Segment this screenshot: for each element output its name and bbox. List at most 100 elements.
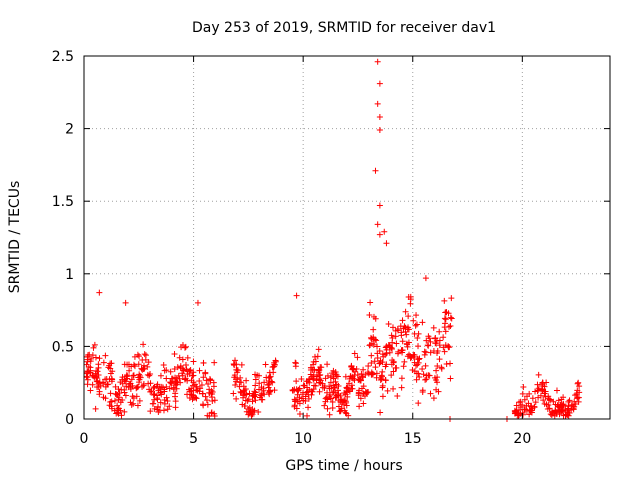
data-point xyxy=(376,127,383,134)
data-point xyxy=(166,403,173,410)
data-point xyxy=(154,403,161,410)
data-point xyxy=(309,375,316,382)
data-point xyxy=(447,314,454,321)
data-point xyxy=(296,385,303,392)
data-point xyxy=(310,371,317,378)
data-point xyxy=(395,348,402,355)
data-point xyxy=(413,376,420,383)
data-point xyxy=(153,383,160,390)
data-point xyxy=(326,385,333,392)
data-point xyxy=(402,328,409,335)
data-point xyxy=(293,378,300,385)
data-point xyxy=(552,401,559,408)
data-point xyxy=(134,384,141,391)
data-point xyxy=(205,381,212,388)
data-point xyxy=(393,364,400,371)
data-point xyxy=(441,297,448,304)
data-point xyxy=(343,402,350,409)
data-point xyxy=(389,357,396,364)
data-point xyxy=(251,407,258,414)
data-point xyxy=(270,369,277,376)
data-point xyxy=(371,358,378,365)
data-point xyxy=(524,393,531,400)
data-point xyxy=(118,412,125,419)
data-point xyxy=(175,372,182,379)
data-point xyxy=(190,358,197,365)
data-point xyxy=(134,402,141,409)
data-point xyxy=(200,360,207,367)
data-point xyxy=(300,389,307,396)
data-point xyxy=(367,299,374,306)
data-point xyxy=(321,402,328,409)
data-point xyxy=(332,389,339,396)
data-point xyxy=(548,412,555,419)
data-point xyxy=(337,408,344,415)
data-point xyxy=(123,373,130,380)
data-point xyxy=(324,405,331,412)
data-point xyxy=(179,370,186,377)
plot-frame xyxy=(83,55,611,420)
data-point xyxy=(147,408,154,415)
data-point xyxy=(140,341,147,348)
data-point xyxy=(85,363,92,370)
data-point xyxy=(446,344,453,351)
data-point xyxy=(434,374,441,381)
y-tick-label: 2 xyxy=(65,122,74,138)
data-point xyxy=(337,392,344,399)
data-point xyxy=(392,333,399,340)
data-point xyxy=(108,375,115,382)
data-point xyxy=(301,382,308,389)
x-tick-label: 0 xyxy=(80,431,89,447)
data-point xyxy=(128,376,135,383)
data-point xyxy=(422,349,429,356)
data-point xyxy=(266,391,273,398)
data-point xyxy=(399,317,406,324)
data-point xyxy=(333,381,340,388)
y-tick-labels: 0 0.5 1 1.5 2 2.5 xyxy=(52,49,74,428)
data-point xyxy=(425,333,432,340)
data-point xyxy=(199,390,206,397)
data-point xyxy=(146,386,153,393)
data-point xyxy=(390,368,397,375)
data-point xyxy=(305,404,312,411)
data-point xyxy=(112,383,119,390)
data-point xyxy=(115,405,122,412)
data-point xyxy=(97,382,104,389)
data-point xyxy=(433,386,440,393)
chart-title: Day 253 of 2019, SRMTID for receiver dav… xyxy=(192,20,496,36)
data-point xyxy=(136,353,143,360)
data-point xyxy=(316,379,323,386)
data-point xyxy=(374,221,381,228)
data-point xyxy=(291,402,298,409)
data-point xyxy=(233,378,240,385)
data-point xyxy=(179,356,186,363)
data-point xyxy=(448,315,455,322)
data-point xyxy=(308,388,315,395)
data-point xyxy=(379,359,386,366)
data-point xyxy=(398,384,405,391)
data-point xyxy=(160,362,167,369)
data-point xyxy=(136,397,143,404)
data-point xyxy=(558,408,565,415)
data-point xyxy=(520,411,527,418)
data-point xyxy=(265,374,272,381)
data-point xyxy=(383,361,390,368)
data-point xyxy=(389,324,396,331)
data-point xyxy=(376,202,383,209)
data-point xyxy=(353,365,360,372)
data-point xyxy=(441,324,448,331)
data-point xyxy=(433,340,440,347)
data-point xyxy=(188,385,195,392)
data-point xyxy=(448,295,455,302)
data-point xyxy=(111,407,118,414)
data-point xyxy=(102,352,109,359)
data-point xyxy=(360,390,367,397)
data-point xyxy=(520,384,527,391)
data-point xyxy=(343,399,350,406)
data-point xyxy=(404,343,411,350)
data-point xyxy=(365,363,372,370)
data-point xyxy=(260,387,267,394)
data-point xyxy=(206,375,213,382)
data-point xyxy=(107,390,114,397)
data-point xyxy=(111,397,118,404)
